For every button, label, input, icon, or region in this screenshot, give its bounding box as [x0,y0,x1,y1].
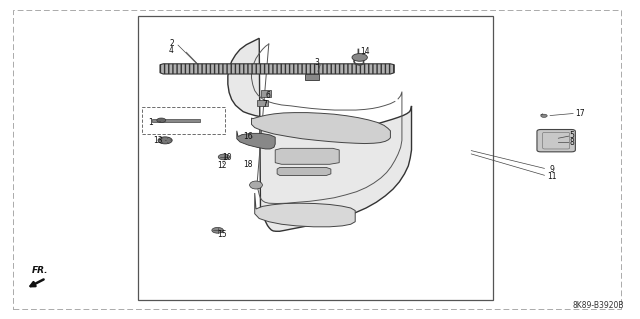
Circle shape [212,227,223,233]
Text: 14: 14 [360,47,370,56]
Circle shape [541,114,547,117]
Text: 1: 1 [148,118,153,127]
Text: 10: 10 [221,153,232,162]
Text: 16: 16 [243,132,253,141]
Text: 4: 4 [169,46,174,55]
Circle shape [158,137,172,144]
Circle shape [352,54,367,61]
Text: 8: 8 [569,138,574,147]
Text: 6: 6 [265,91,270,100]
Bar [138,16,493,300]
Text: 17: 17 [575,109,585,118]
Polygon shape [252,113,390,144]
FancyBboxPatch shape [537,130,575,152]
Text: 12: 12 [218,161,227,170]
Polygon shape [237,131,275,149]
Text: 18: 18 [243,160,252,169]
Text: 8K89-B3920B: 8K89-B3920B [573,301,624,310]
Text: 5: 5 [569,131,574,140]
Text: 7: 7 [262,100,267,109]
Ellipse shape [250,181,262,189]
Bar [305,74,319,80]
Circle shape [218,154,230,160]
Text: 13: 13 [153,137,163,145]
Bar [261,90,271,97]
Text: FR.: FR. [31,266,48,275]
Bar [152,119,200,122]
Polygon shape [160,64,394,74]
Text: 2: 2 [169,39,174,48]
Polygon shape [255,193,355,227]
Text: 9: 9 [549,165,554,174]
Text: 11: 11 [547,172,556,181]
Text: 3: 3 [314,58,319,67]
Polygon shape [228,38,412,231]
Bar [257,100,268,106]
Bar [142,107,225,134]
Circle shape [157,118,166,122]
Polygon shape [275,148,339,164]
Polygon shape [277,167,331,175]
Text: 15: 15 [217,230,227,239]
